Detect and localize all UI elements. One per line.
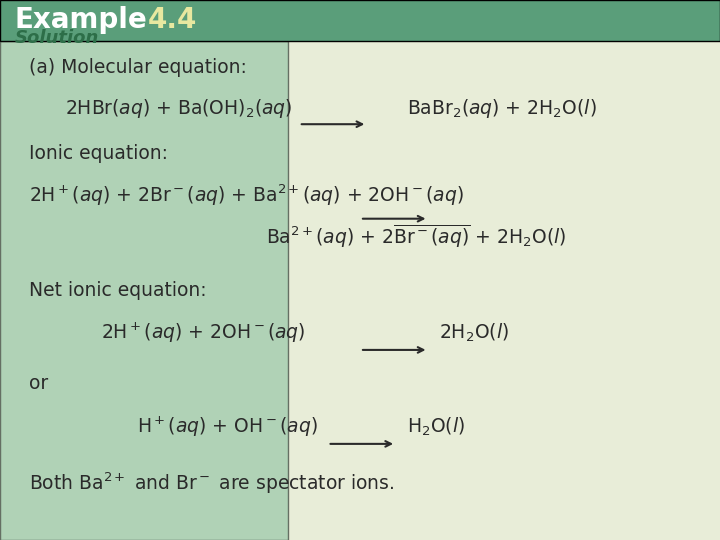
Text: Ionic equation:: Ionic equation: [29, 144, 168, 164]
Text: 2H$_2$O($\mathit{l}$): 2H$_2$O($\mathit{l}$) [439, 322, 509, 345]
Text: Both Ba$^{2+}$ and Br$^-$ are spectator ions.: Both Ba$^{2+}$ and Br$^-$ are spectator … [29, 470, 395, 496]
Text: 2H$^+$($\mathit{aq}$) + 2Br$^-$($\mathit{aq}$) + Ba$^{2+}$($\mathit{aq}$) + 2OH$: 2H$^+$($\mathit{aq}$) + 2Br$^-$($\mathit… [29, 183, 464, 208]
Text: H$_2$O($\mathit{l}$): H$_2$O($\mathit{l}$) [407, 415, 465, 438]
Text: Example: Example [14, 6, 147, 34]
Text: 2H$^+$($\mathit{aq}$) + 2OH$^-$($\mathit{aq}$): 2H$^+$($\mathit{aq}$) + 2OH$^-$($\mathit… [101, 321, 305, 345]
Text: (a) Molecular equation:: (a) Molecular equation: [29, 58, 247, 77]
Text: BaBr$_2$($\mathit{aq}$) + 2H$_2$O($\mathit{l}$): BaBr$_2$($\mathit{aq}$) + 2H$_2$O($\math… [407, 97, 597, 119]
Text: Ba$^{2+}$($\mathit{aq}$) + 2$\overline{\mathrm{Br}^-(\mathit{aq})}$ + 2H$_2$O($\: Ba$^{2+}$($\mathit{aq}$) + 2$\overline{\… [266, 222, 567, 251]
Text: or: or [29, 374, 48, 393]
FancyBboxPatch shape [0, 0, 720, 40]
Text: Solution: Solution [14, 29, 99, 47]
Text: 4.4: 4.4 [148, 6, 197, 34]
FancyBboxPatch shape [0, 40, 288, 540]
Text: 2HBr($\mathit{aq}$) + Ba(OH)$_2$($\mathit{aq}$): 2HBr($\mathit{aq}$) + Ba(OH)$_2$($\mathi… [65, 97, 292, 119]
Text: H$^+$($\mathit{aq}$) + OH$^-$($\mathit{aq}$): H$^+$($\mathit{aq}$) + OH$^-$($\mathit{a… [137, 415, 318, 438]
Text: Net ionic equation:: Net ionic equation: [29, 281, 207, 300]
